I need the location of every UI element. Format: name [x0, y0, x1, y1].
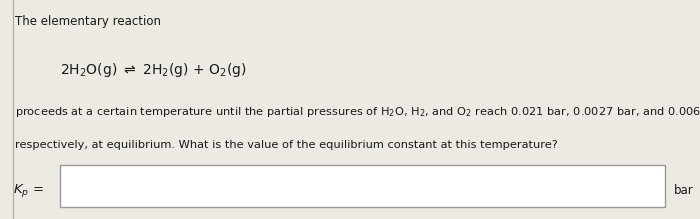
FancyBboxPatch shape	[60, 165, 665, 207]
Text: proceeds at a certain temperature until the partial pressures of H$_2$O, H$_2$, : proceeds at a certain temperature until …	[15, 105, 700, 119]
Text: bar: bar	[673, 184, 693, 197]
Text: 2H$_2$O(g) $\rightleftharpoons$ 2H$_2$(g) + O$_2$(g): 2H$_2$O(g) $\rightleftharpoons$ 2H$_2$(g…	[60, 61, 246, 79]
Text: The elementary reaction: The elementary reaction	[15, 15, 162, 28]
Text: $K_p$ =: $K_p$ =	[13, 182, 43, 199]
Text: respectively, at equilibrium. What is the value of the equilibrium constant at t: respectively, at equilibrium. What is th…	[15, 140, 558, 150]
